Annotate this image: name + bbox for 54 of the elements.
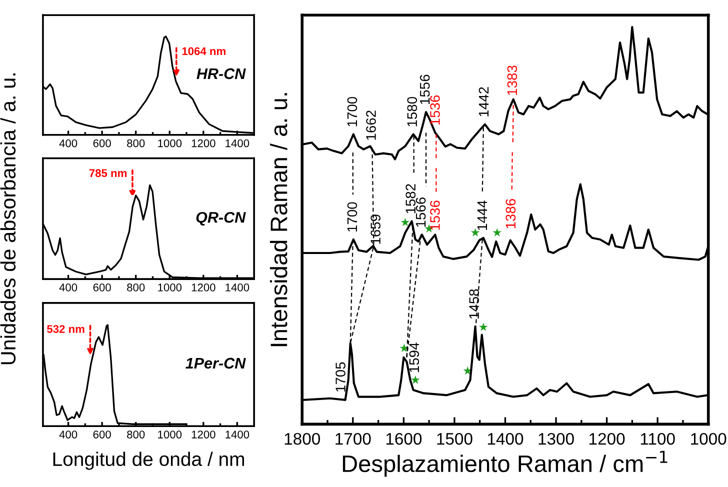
annotation: 1659	[370, 214, 380, 244]
x-tick-label: 1000	[158, 430, 182, 438]
x-tick-label: 800	[127, 139, 145, 148]
y-axis-title: Unidades de absorbancia / a. u.	[0, 73, 16, 364]
x-tick-label: 1500	[437, 432, 472, 445]
x-tick-label: 1000	[691, 432, 726, 445]
annotation: 1444	[477, 200, 487, 230]
annotation: 1442	[478, 87, 489, 116]
x-tick-label: 1400	[488, 432, 524, 445]
x-tick-label: 600	[93, 284, 111, 292]
x-tick-label: 400	[59, 284, 78, 292]
annotation: 1662	[366, 110, 376, 140]
annotation: 1582	[406, 184, 416, 214]
annotation: 785 nm	[89, 169, 126, 178]
x-tick-label: 600	[93, 430, 111, 438]
annotation: 1580	[407, 96, 418, 126]
x-tick-label: 800	[127, 430, 145, 438]
x-tick-label: 1700	[336, 432, 371, 445]
text: 1386	[506, 198, 516, 228]
x-tick-label: 1300	[538, 432, 574, 445]
x-tick-label: 400	[59, 430, 78, 438]
x-tick-label: 1000	[158, 284, 182, 292]
x-tick-label: 600	[93, 139, 111, 148]
x-tick-label: 1200	[192, 430, 216, 438]
annotation: 1700	[347, 96, 358, 126]
x-axis-title: Desplazamiento Raman / cm$^{−1}$	[342, 450, 668, 477]
text: 1536	[430, 200, 440, 230]
text: 1383	[507, 66, 518, 95]
annotation: 1458	[469, 289, 479, 318]
annotation: 1594	[409, 342, 420, 372]
x-tick-label: 1000	[158, 139, 182, 148]
annotation: 1566	[416, 198, 426, 227]
annotation: HR-CN	[196, 68, 246, 80]
text: 1536	[430, 95, 440, 125]
annotation: 532 nm	[47, 325, 84, 333]
annotation: 1705	[336, 362, 346, 392]
annotation: 1556	[420, 74, 430, 104]
x-tick-label: 1100	[640, 432, 675, 445]
x-axis-title: Longitud de onda / nm	[53, 452, 244, 470]
x-tick-label: 1400	[226, 139, 250, 148]
x-tick-label: 1600	[386, 432, 422, 445]
annotation: 1700	[347, 202, 358, 232]
x-tick-label: 400	[59, 139, 78, 148]
x-tick-label: 1200	[192, 284, 216, 292]
x-tick-label: 1400	[226, 430, 250, 438]
annotation: 1Per-CN	[186, 358, 246, 369]
annotation: QR-CN	[196, 212, 246, 226]
annotation: 1064 nm	[182, 47, 226, 56]
x-tick-label: 800	[127, 284, 145, 292]
x-tick-label: 1800	[284, 432, 320, 445]
x-tick-label: 1200	[192, 139, 216, 148]
x-tick-label: 1200	[590, 432, 625, 445]
x-tick-label: 1400	[226, 284, 250, 292]
y-axis-title: Intensidad Raman / a. u.	[270, 93, 288, 346]
